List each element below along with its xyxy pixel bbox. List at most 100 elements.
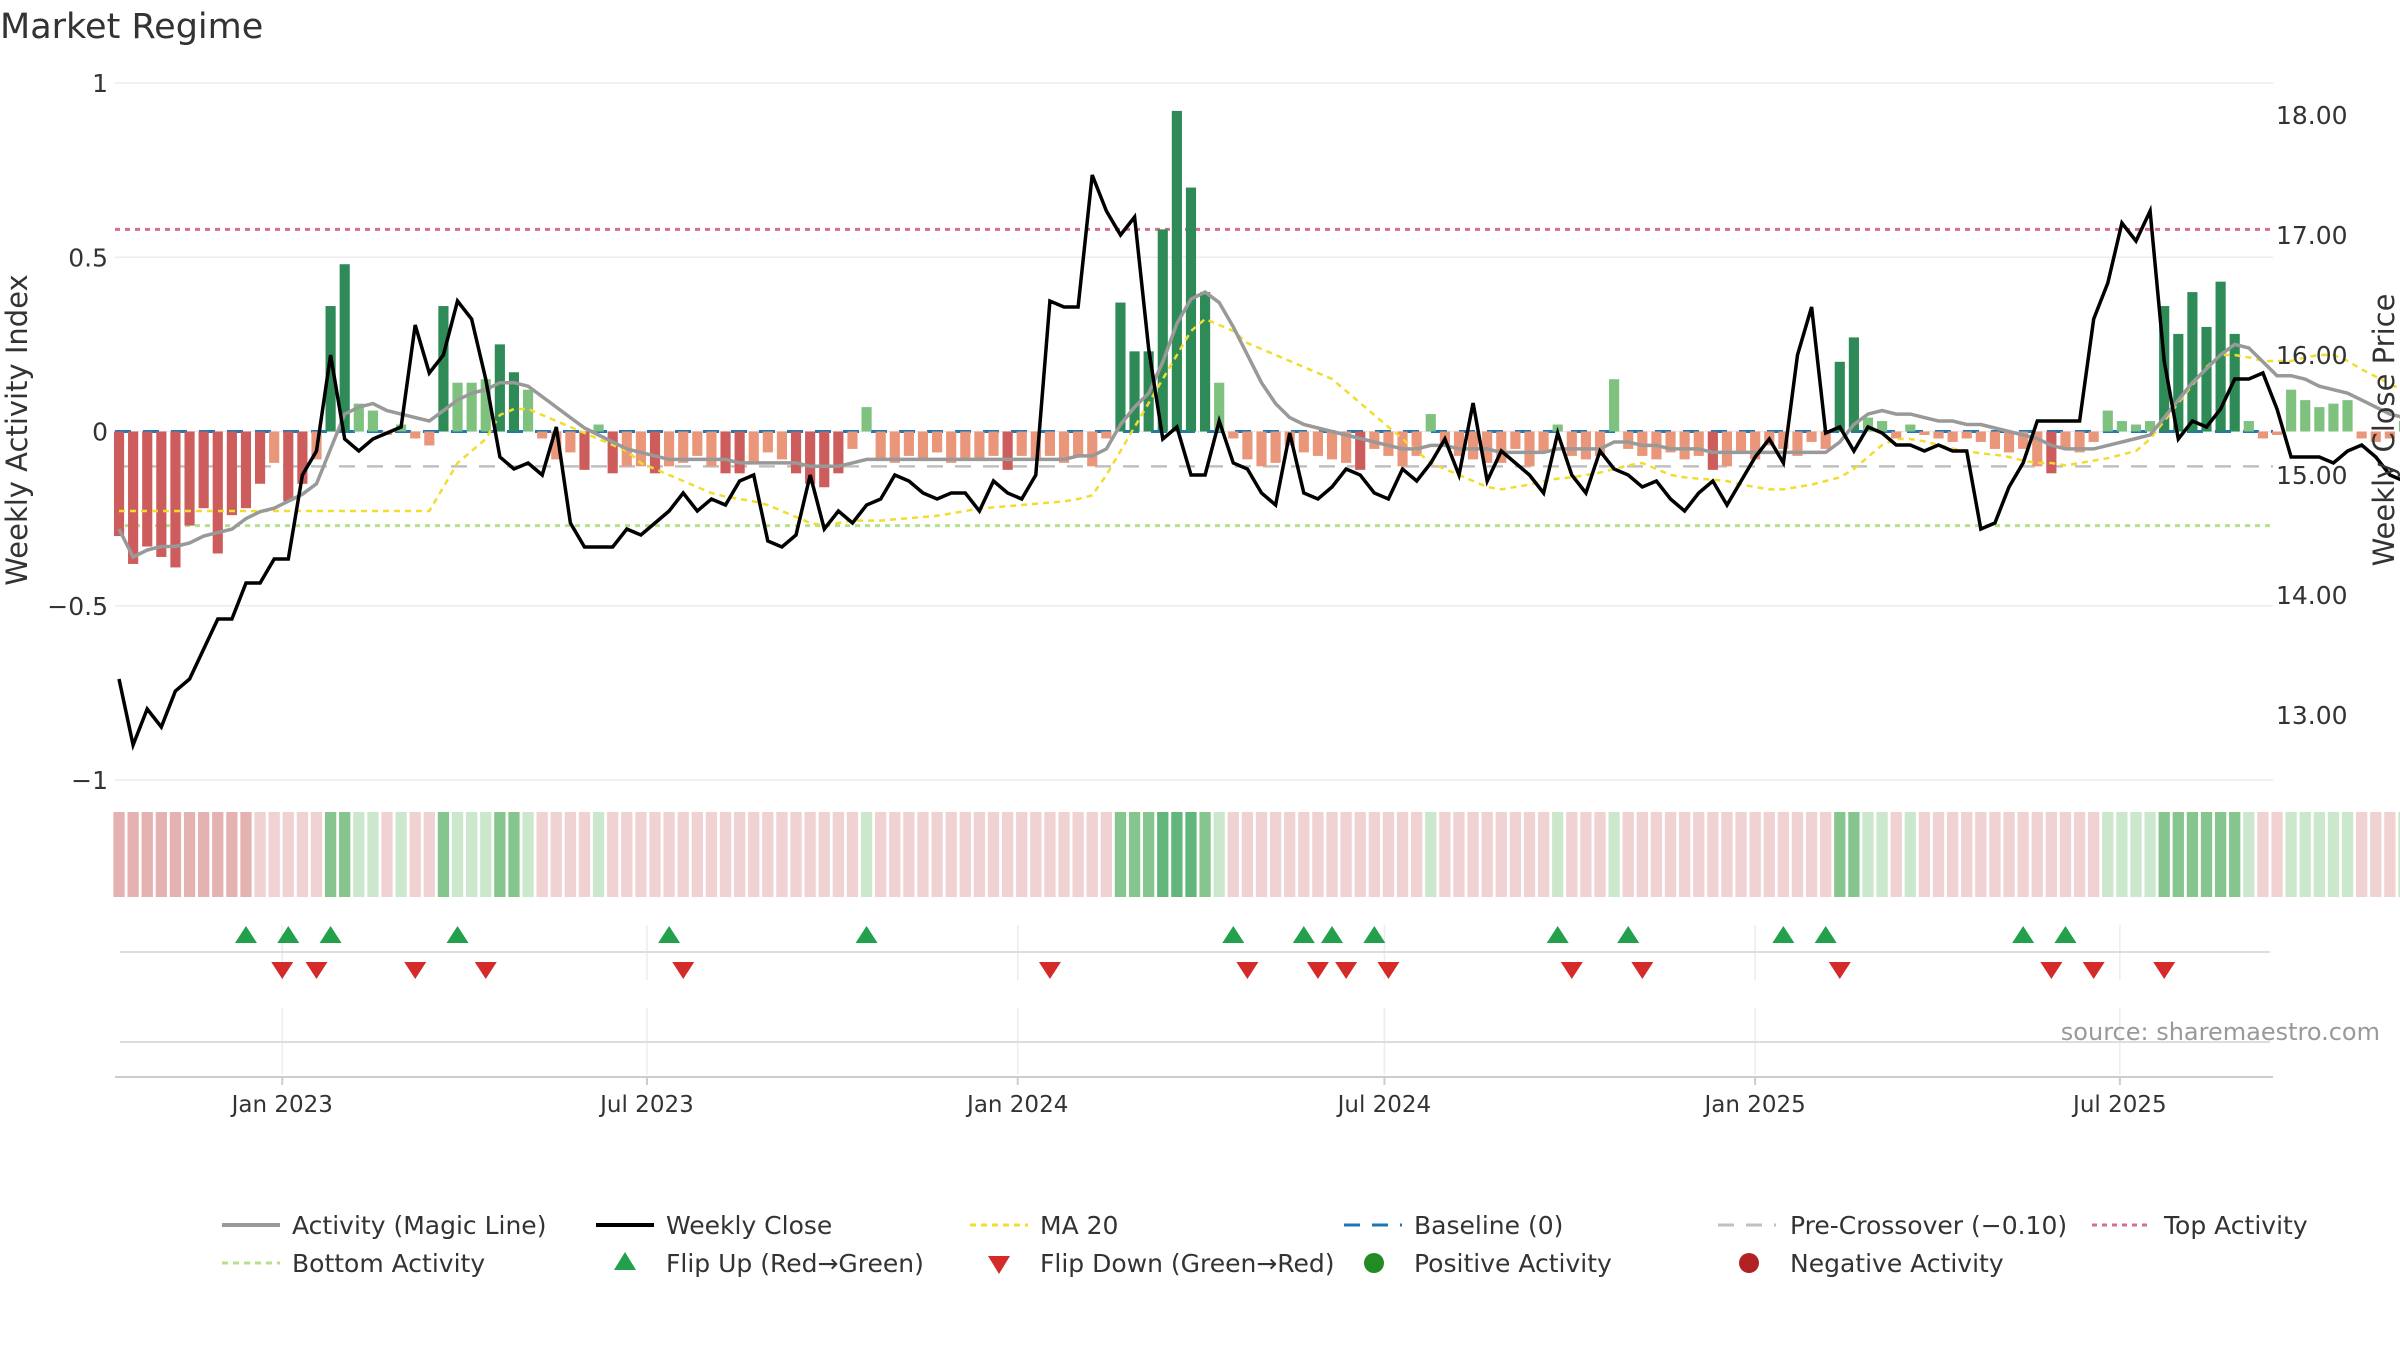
activity-bar bbox=[1341, 431, 1352, 463]
legend-item-baseline: Baseline (0) bbox=[1344, 1211, 1563, 1240]
strip-cell bbox=[832, 812, 845, 897]
activity-bar bbox=[1087, 431, 1098, 467]
activity-bar bbox=[325, 306, 336, 432]
strip-cell bbox=[2088, 812, 2100, 897]
strip-cell bbox=[1185, 812, 1197, 897]
strip-cell bbox=[2059, 812, 2072, 897]
strip-cell bbox=[2285, 812, 2297, 897]
left-tick-label: 0.5 bbox=[68, 243, 108, 272]
strip-cell bbox=[1213, 812, 1225, 897]
flip-up-marker bbox=[1321, 926, 1344, 943]
activity-bar bbox=[1750, 431, 1761, 460]
strip-cell bbox=[1932, 812, 1945, 897]
strip-cell bbox=[705, 812, 718, 897]
left-tick-label: 1 bbox=[92, 69, 108, 98]
strip-cell bbox=[1157, 812, 1169, 897]
svg-text:Bottom Activity: Bottom Activity bbox=[292, 1249, 485, 1278]
strip-cell bbox=[1552, 812, 1564, 897]
activity-bar bbox=[2088, 431, 2099, 442]
svg-text:Weekly Close: Weekly Close bbox=[666, 1211, 832, 1240]
activity-bar bbox=[805, 431, 816, 484]
activity-bar bbox=[917, 431, 929, 460]
strip-cell bbox=[1001, 812, 1014, 897]
activity-bar bbox=[889, 431, 900, 463]
strip-cell bbox=[649, 812, 661, 897]
activity-bar bbox=[480, 379, 491, 432]
flip-down-marker bbox=[305, 962, 328, 979]
strip-cell bbox=[2102, 812, 2114, 897]
activity-bar bbox=[2384, 431, 2395, 439]
activity-bar bbox=[1058, 431, 1070, 463]
strip-cell bbox=[875, 812, 887, 897]
strip-cell bbox=[1918, 812, 1931, 897]
strip-cell bbox=[353, 812, 365, 897]
activity-bar bbox=[2102, 410, 2113, 432]
strip-cell bbox=[1946, 812, 1959, 897]
flip-up-marker bbox=[1363, 926, 1386, 943]
activity-bar bbox=[565, 431, 576, 453]
activity-bar bbox=[551, 431, 562, 460]
strip-cell bbox=[1664, 812, 1677, 897]
strip-cell bbox=[480, 812, 492, 897]
legend-item-negative: Negative Activity bbox=[1739, 1249, 2004, 1278]
triangle-down-icon bbox=[988, 1256, 1010, 1274]
flip-down-marker bbox=[1631, 962, 1654, 979]
strip-cell bbox=[2229, 812, 2241, 897]
activity-bar bbox=[1355, 431, 1366, 470]
activity-bar bbox=[1961, 431, 1972, 439]
activity-bar bbox=[452, 382, 463, 432]
strip-cell bbox=[2257, 812, 2269, 897]
activity-bar bbox=[1862, 417, 1874, 432]
activity-bar bbox=[1975, 431, 1986, 442]
activity-bar bbox=[2032, 431, 2043, 467]
strip-cell bbox=[592, 812, 605, 897]
activity-bar bbox=[861, 407, 872, 432]
ma20-line bbox=[119, 317, 2400, 527]
strip-cell bbox=[183, 812, 196, 897]
activity-bar bbox=[1834, 361, 1845, 432]
strip-cell bbox=[2186, 812, 2199, 897]
activity-bar bbox=[2271, 431, 2283, 435]
strip-cell bbox=[818, 812, 830, 897]
strip-cell bbox=[268, 812, 280, 897]
activity-bar bbox=[960, 431, 971, 460]
activity-bar bbox=[494, 344, 505, 432]
strip-cell bbox=[677, 812, 689, 897]
strip-cell bbox=[987, 812, 1000, 897]
activity-bar bbox=[1030, 431, 1041, 460]
flip-down-marker bbox=[2082, 962, 2105, 979]
right-tick-label: 15.00 bbox=[2276, 461, 2348, 490]
strip-cell bbox=[889, 812, 901, 897]
activity-bar bbox=[2060, 431, 2071, 449]
activity-bar bbox=[875, 431, 886, 460]
flip-down-marker bbox=[271, 962, 294, 979]
flip-up-marker bbox=[1772, 926, 1795, 943]
activity-bar bbox=[2074, 431, 2085, 453]
activity-bar bbox=[678, 431, 689, 463]
x-tick-label: Jan 2023 bbox=[230, 1092, 333, 1118]
activity-bar bbox=[1326, 431, 1338, 460]
activity-bar bbox=[1778, 431, 1789, 449]
strip-cell bbox=[2130, 812, 2142, 897]
activity-bar bbox=[339, 264, 350, 432]
strip-cell bbox=[691, 812, 703, 897]
flip-down-marker bbox=[1038, 962, 1061, 979]
svg-text:Activity (Magic Line): Activity (Magic Line) bbox=[292, 1211, 546, 1240]
legend-item-flip-up: Flip Up (Red→Green) bbox=[614, 1249, 924, 1278]
strip-cell bbox=[1594, 812, 1606, 897]
activity-bar bbox=[1298, 431, 1309, 453]
activity-bar bbox=[2286, 389, 2297, 432]
strip-cell bbox=[1834, 812, 1846, 897]
flip-up-marker bbox=[1617, 926, 1640, 943]
activity-bar bbox=[367, 410, 378, 432]
strip-cell bbox=[1058, 812, 1070, 897]
strip-cell bbox=[339, 812, 351, 897]
activity-bar bbox=[988, 431, 999, 456]
activity-bar bbox=[1214, 382, 1225, 432]
strip-cell bbox=[1481, 812, 1493, 897]
flip-up-marker bbox=[1814, 926, 1837, 943]
strip-cell bbox=[395, 812, 407, 897]
strip-cell bbox=[1608, 812, 1620, 897]
activity-bar bbox=[593, 424, 604, 432]
activity-bar bbox=[607, 431, 618, 474]
